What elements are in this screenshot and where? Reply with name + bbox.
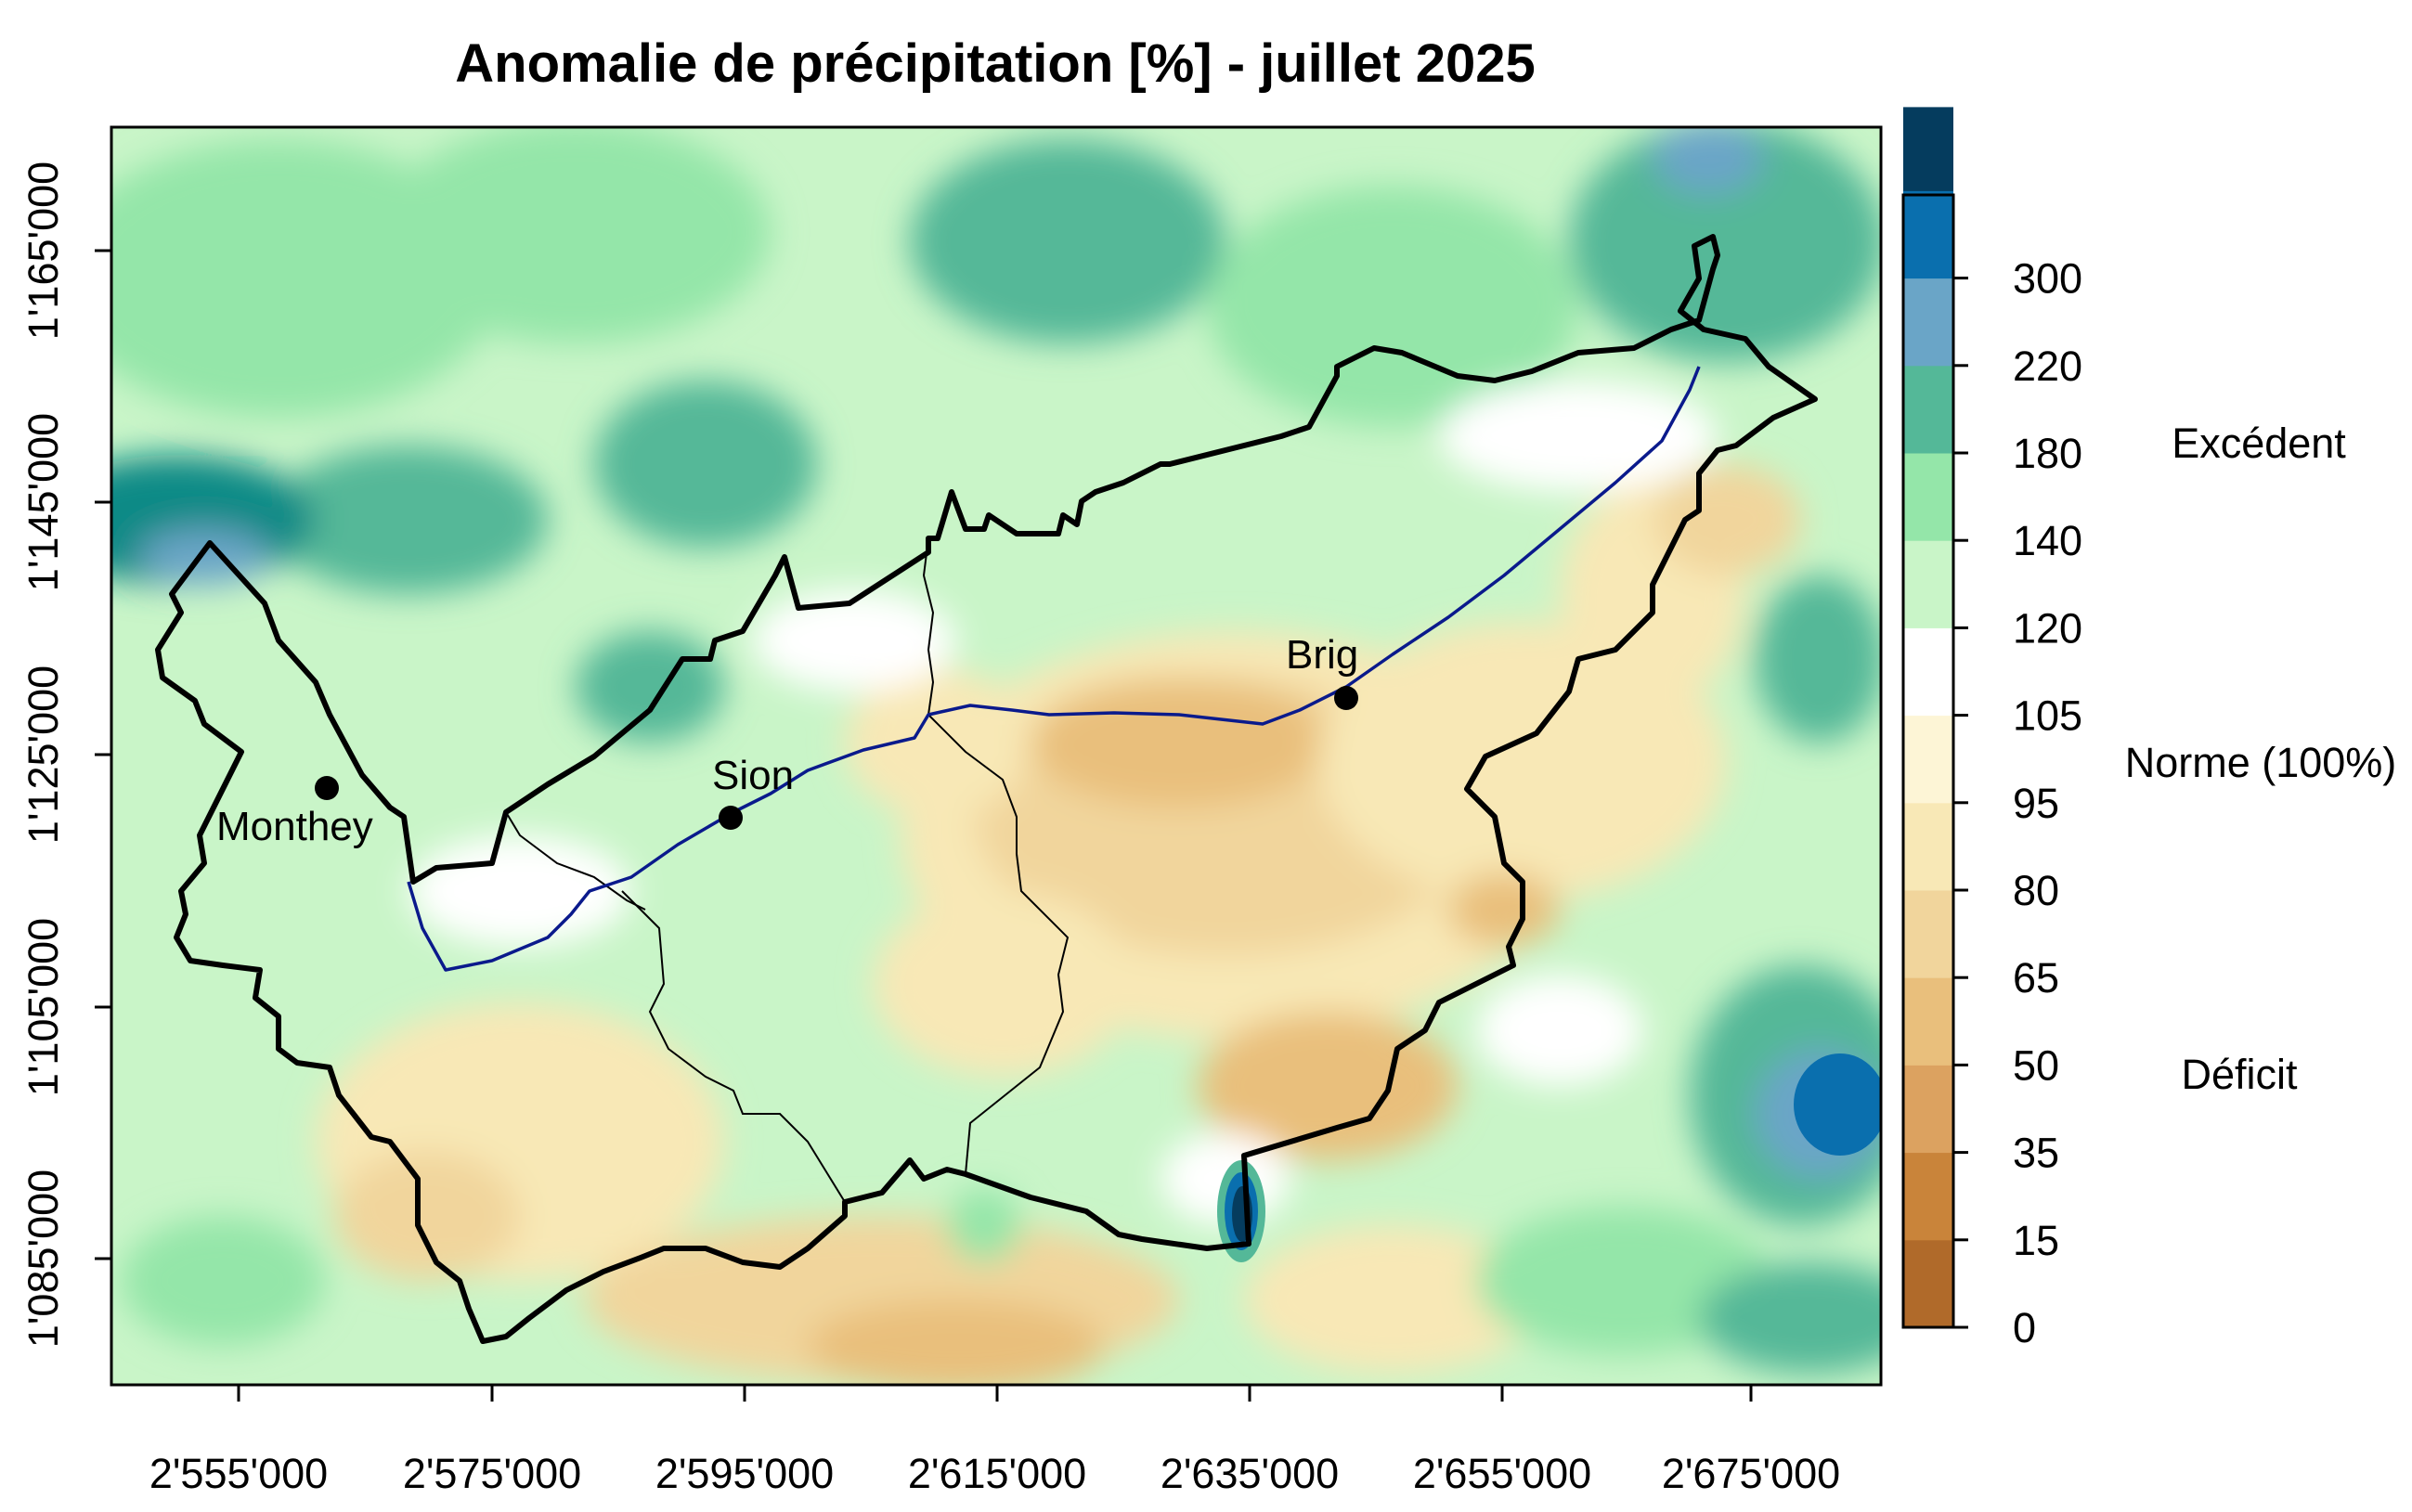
city-label-monthey: Monthey <box>216 804 373 849</box>
y-axis: 1'085'000 1'105'000 1'125'000 1'145'000 … <box>19 162 113 1348</box>
y-tick-label: 1'105'000 <box>19 918 67 1096</box>
x-tick-label: 2'555'000 <box>149 1450 328 1497</box>
x-tick-label: 2'655'000 <box>1413 1450 1591 1497</box>
legend-level-label: 65 <box>2013 954 2059 1002</box>
y-tick-label: 1'085'000 <box>19 1170 67 1348</box>
city-point-sion <box>719 806 743 830</box>
x-axis: 2'555'000 2'575'000 2'595'000 2'615'000 … <box>149 1383 1840 1497</box>
legend-bin <box>1903 190 1953 279</box>
valais-boundary <box>155 234 1818 1344</box>
city-point-monthey <box>315 776 339 800</box>
legend-level-label: 300 <box>2013 255 2082 303</box>
legend-level-label: 220 <box>2013 342 2082 390</box>
legend-level-label: 180 <box>2013 430 2082 477</box>
legend-bin <box>1903 715 1953 804</box>
legend-bin <box>1903 453 1953 541</box>
legend-bin <box>1903 1065 1953 1154</box>
x-tick-label: 2'595'000 <box>655 1450 834 1497</box>
legend-bin <box>1903 890 1953 978</box>
legend-level-label: 35 <box>2013 1130 2059 1177</box>
x-tick-label: 2'635'000 <box>1161 1450 1339 1497</box>
legend-level-label: 120 <box>2013 604 2082 652</box>
legend-bin <box>1903 278 1953 367</box>
y-tick-label: 1'145'000 <box>19 413 67 591</box>
legend-level-label: 50 <box>2013 1041 2059 1089</box>
district-boundaries <box>505 537 1070 1203</box>
legend-bin <box>1903 627 1953 717</box>
legend-level-label: 95 <box>2013 780 2059 827</box>
city-label-sion: Sion <box>712 753 794 798</box>
x-axis-ticks <box>237 1385 1753 1402</box>
legend-level-label: 105 <box>2013 692 2082 740</box>
legend-bin <box>1903 1239 1953 1328</box>
legend-bin <box>1903 802 1953 891</box>
color-legend: 0 15 35 50 65 80 95 105 120 140 180 220 300 Excédent… <box>1901 107 2397 1351</box>
legend-frame <box>1901 193 1955 1329</box>
x-tick-label: 2'575'000 <box>403 1450 581 1497</box>
legend-label-deficit: Déficit <box>2181 1051 2298 1098</box>
city-point-brig <box>1334 686 1358 710</box>
rhone-river <box>407 366 1701 972</box>
map-title: Anomalie de précipitation [%] - juillet … <box>455 33 1535 94</box>
legend-level-label: 80 <box>2013 867 2059 914</box>
legend-bin <box>1903 977 1953 1066</box>
legend-bin <box>1903 365 1953 454</box>
legend-ticks: 0 15 35 50 65 80 95 105 120 140 180 220 300 <box>1953 255 2082 1351</box>
legend-level-label: 0 <box>2013 1304 2036 1351</box>
x-tick-label: 2'615'000 <box>908 1450 1086 1497</box>
legend-label-norm: Norme (100%) <box>2125 739 2397 786</box>
y-axis-ticks <box>95 249 111 1260</box>
legend-level-label: 15 <box>2013 1217 2059 1264</box>
y-tick-label: 1'165'000 <box>19 162 67 340</box>
city-markers: Monthey Sion Brig <box>216 632 1358 849</box>
legend-level-label: 140 <box>2013 517 2082 564</box>
x-tick-label: 2'675'000 <box>1662 1450 1840 1497</box>
legend-label-excess: Excédent <box>2172 420 2346 467</box>
legend-color-bins <box>1903 107 1953 1328</box>
y-tick-label: 1'125'000 <box>19 666 67 844</box>
legend-bin <box>1903 1152 1953 1241</box>
city-label-brig: Brig <box>1286 632 1358 678</box>
legend-bin <box>1903 107 1953 191</box>
legend-bin <box>1903 540 1953 628</box>
anomaly-field <box>111 127 1881 1385</box>
